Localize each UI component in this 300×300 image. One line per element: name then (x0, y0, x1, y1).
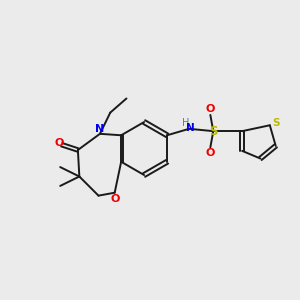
Text: S: S (272, 118, 280, 128)
Text: O: O (206, 148, 215, 158)
Text: N: N (95, 124, 105, 134)
Text: N: N (186, 123, 195, 133)
Text: O: O (55, 138, 64, 148)
Text: S: S (209, 125, 218, 138)
Text: H: H (182, 118, 189, 128)
Text: O: O (206, 104, 215, 114)
Text: O: O (111, 194, 120, 204)
